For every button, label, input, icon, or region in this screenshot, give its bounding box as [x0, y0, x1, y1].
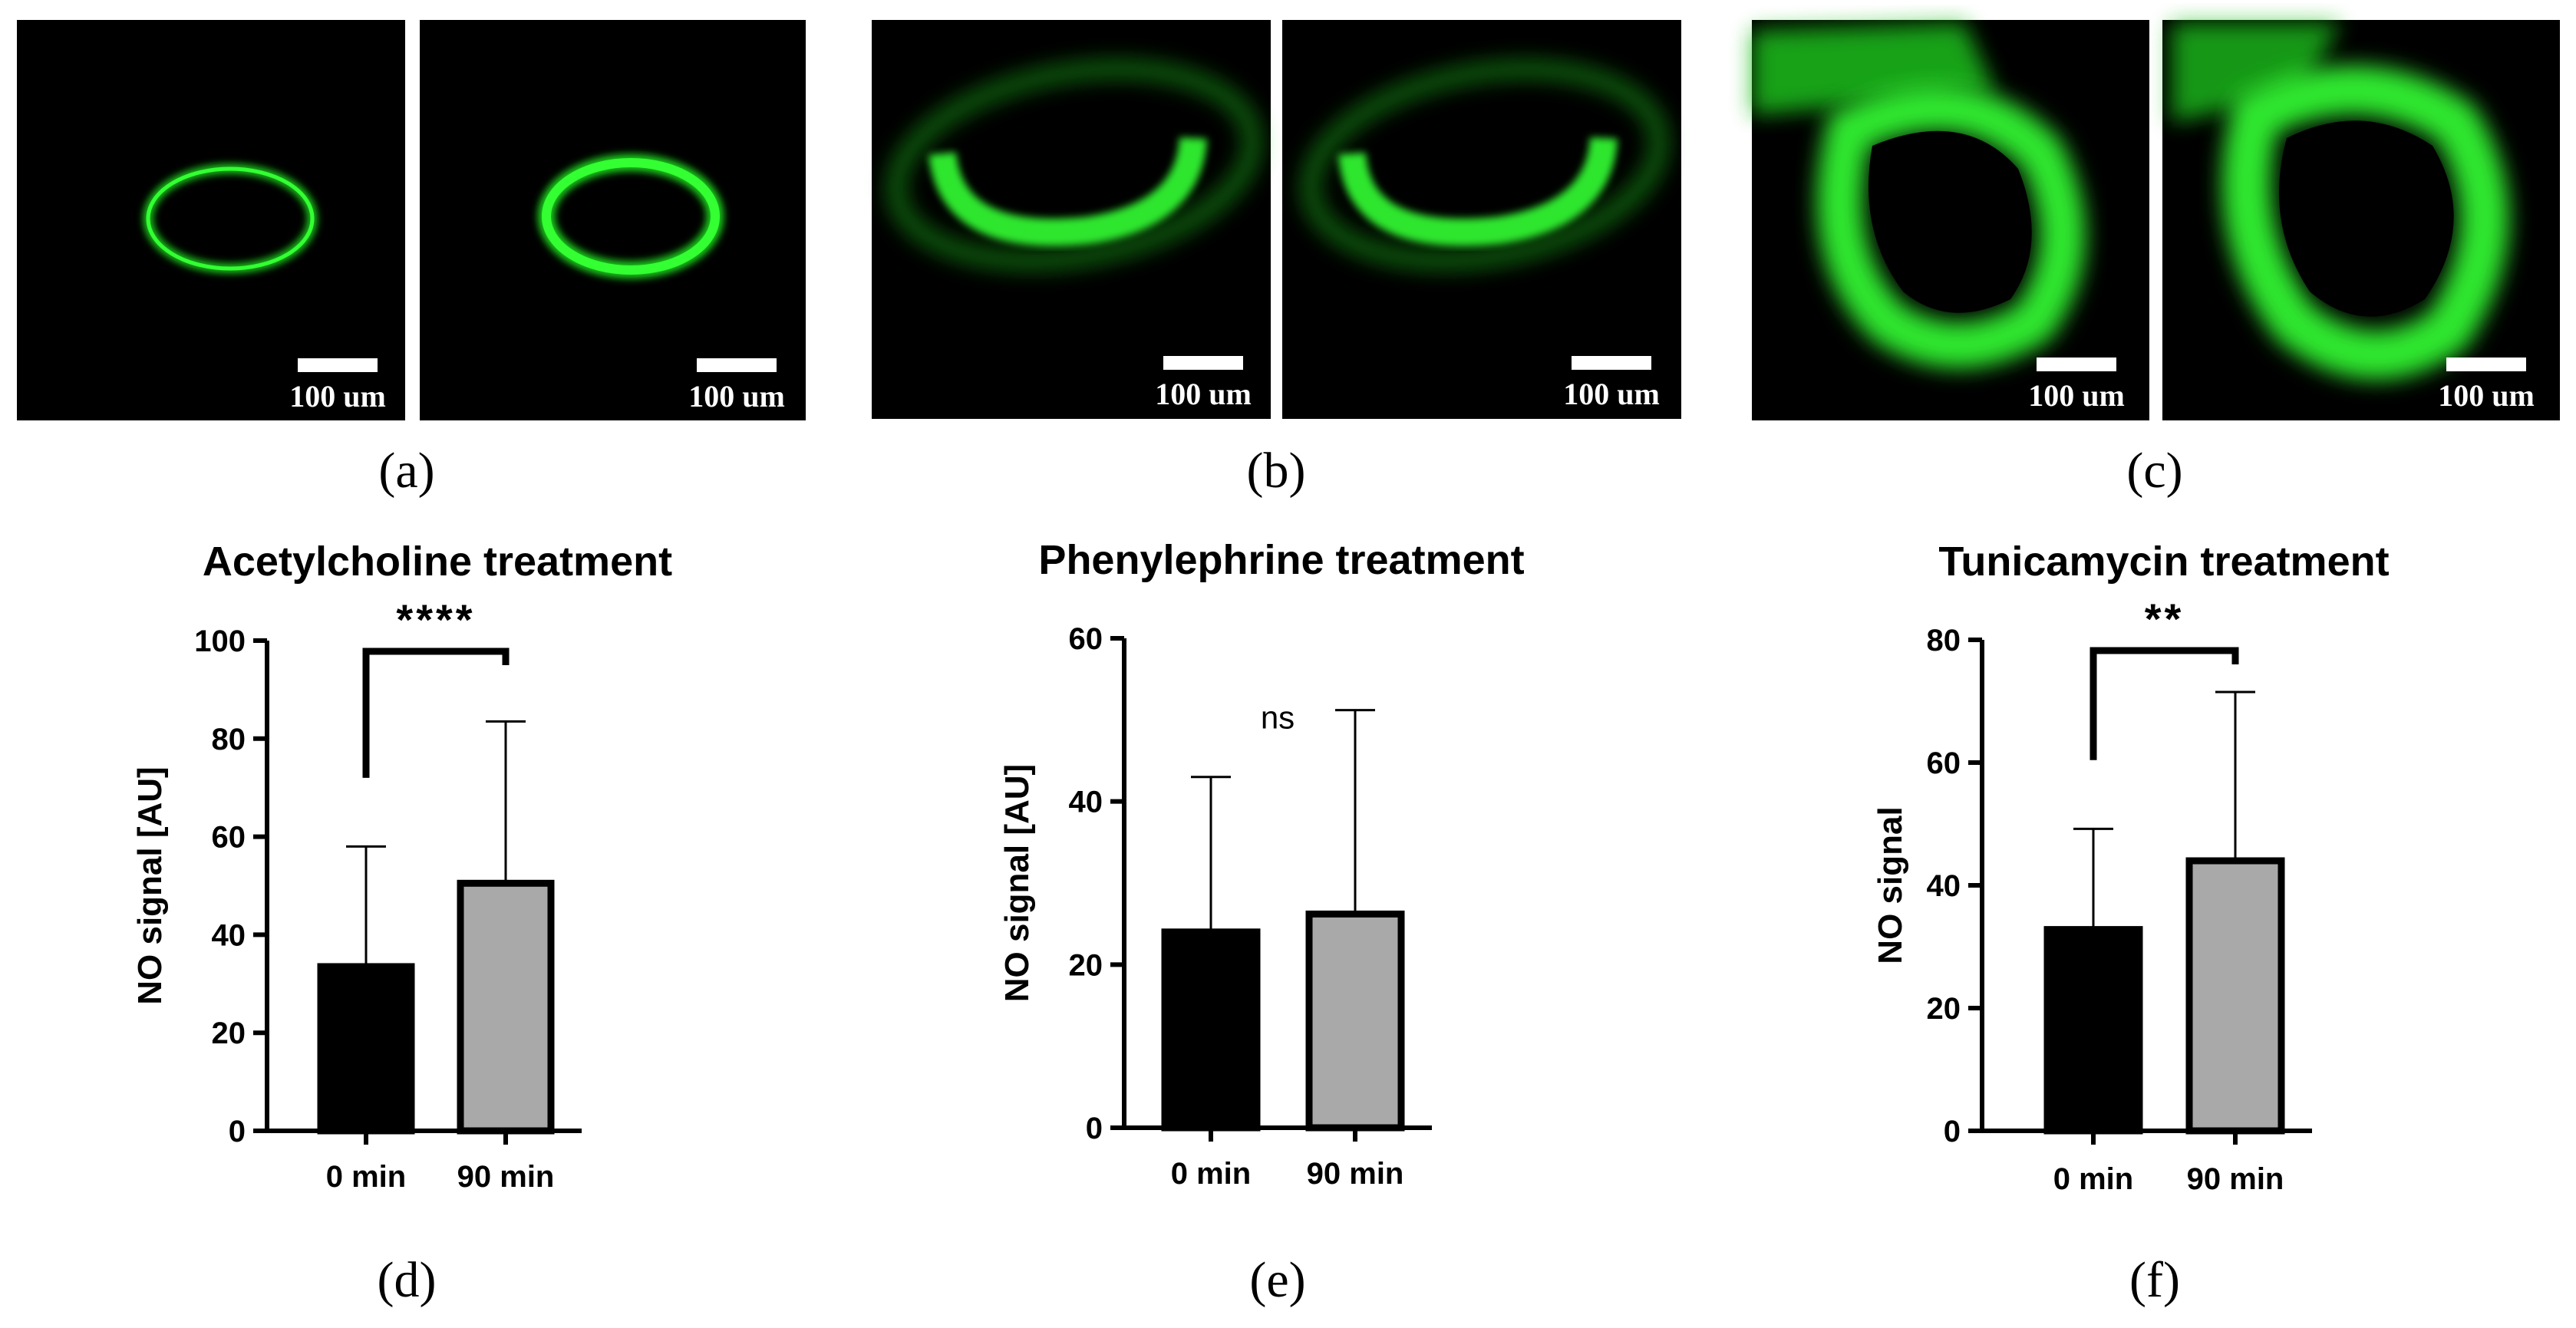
significance-bracket	[362, 648, 510, 778]
scale-label: 100 um	[2438, 378, 2535, 413]
y-tick-label: 20	[212, 1017, 246, 1050]
chart-title: Acetylcholine treatment	[203, 539, 672, 585]
chart-tunicamycin: Tunicamycin treatment NO signal 0 20 40 60 80 0…	[1872, 539, 2390, 1308]
y-axis-label: NO signal	[1872, 806, 1909, 964]
bar	[1305, 910, 1405, 1132]
y-axis-label: NO signal [AU]	[131, 766, 169, 1004]
y-tick-label: 60	[1069, 622, 1103, 656]
y-tick-label: 60	[212, 821, 246, 855]
panel-label-c: (c)	[2126, 443, 2182, 499]
y-tick-label: 60	[1927, 746, 1961, 780]
micrograph-b-0min: 100 um	[872, 20, 1271, 419]
y-tick-label: 80	[212, 723, 246, 756]
bar	[1161, 928, 1261, 1132]
x-tick-label: 90 min	[1307, 1157, 1404, 1191]
scale-label: 100 um	[1563, 377, 1660, 411]
y-tick-label: 80	[1927, 624, 1961, 657]
scale-bar	[697, 358, 777, 372]
scale-bar	[2446, 358, 2526, 371]
x-tick-label: 0 min	[326, 1160, 406, 1194]
significance-label: **	[2145, 595, 2185, 643]
scale-label: 100 um	[1155, 377, 1252, 411]
y-tick-label: 40	[212, 918, 246, 952]
scale-label: 100 um	[688, 379, 785, 414]
bar	[317, 963, 415, 1135]
significance-bracket	[2089, 647, 2239, 760]
scale-bar	[298, 358, 378, 372]
panel-label-a: (a)	[378, 443, 434, 499]
panel-label: (e)	[1249, 1252, 1305, 1308]
chart-phenylephrine: Phenylephrine treatment NO signal [AU] 0 20…	[998, 537, 1525, 1308]
scale-label: 100 um	[289, 379, 386, 414]
scale-bar	[1572, 356, 1651, 370]
y-tick-label: 100	[194, 624, 246, 658]
scale-bar	[1163, 356, 1243, 370]
panel-label: (d)	[378, 1252, 437, 1308]
micrograph-c-90min: 100 um	[2162, 20, 2560, 420]
bar	[457, 879, 555, 1135]
significance-label: ****	[396, 595, 475, 644]
y-tick-label: 0	[229, 1115, 246, 1148]
x-tick-label: 0 min	[1171, 1157, 1251, 1191]
panel-label: (f)	[2129, 1252, 2180, 1308]
x-tick-label: 0 min	[2053, 1162, 2133, 1196]
chart-title: Tunicamycin treatment	[1938, 539, 2389, 585]
y-tick-label: 0	[1086, 1112, 1103, 1145]
panel-label-b: (b)	[1247, 443, 1306, 499]
micrograph-c-0min: 100 um	[1752, 20, 2149, 420]
y-tick-label: 40	[1069, 786, 1103, 819]
significance-label: ns	[1261, 700, 1295, 736]
y-axis-label: NO signal [AU]	[998, 764, 1036, 1002]
x-tick-label: 90 min	[457, 1160, 555, 1194]
chart-title: Phenylephrine treatment	[1038, 537, 1524, 583]
micrograph-b-90min: 100 um	[1282, 20, 1681, 419]
bar	[2043, 926, 2143, 1135]
scale-label: 100 um	[2028, 378, 2125, 413]
chart-acetylcholine: Acetylcholine treatment NO signal [AU] 0 20…	[131, 539, 672, 1308]
x-tick-label: 90 min	[2187, 1162, 2284, 1196]
scale-bar	[2037, 358, 2116, 371]
micrograph-a-0min: 100 um	[17, 20, 405, 420]
y-tick-label: 0	[1944, 1115, 1961, 1148]
y-tick-label: 20	[1927, 992, 1961, 1026]
y-tick-label: 20	[1069, 948, 1103, 982]
y-tick-label: 40	[1927, 869, 1961, 903]
bar	[2185, 857, 2285, 1135]
micrograph-a-90min: 100 um	[420, 20, 806, 420]
